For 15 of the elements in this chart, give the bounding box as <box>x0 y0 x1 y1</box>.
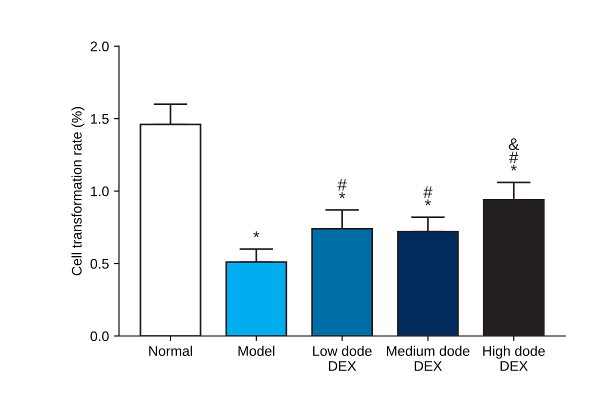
y-tick-label: 2.0 <box>90 42 109 52</box>
y-axis-title: Cell transformation rate (%) <box>71 107 84 276</box>
y-tick-label: 1.0 <box>91 186 109 196</box>
y-tick-label: 0.0 <box>90 331 109 342</box>
x-tick-label: Normal <box>149 346 192 356</box>
data-label: & # * <box>508 138 520 171</box>
data-label: * <box>253 231 260 238</box>
y-tick-label: 1.5 <box>91 114 109 124</box>
x-tick-label: High dode DEX <box>483 346 545 371</box>
data-label: # * <box>338 179 347 198</box>
x-tick-label: Model <box>238 346 274 356</box>
x-tick-label: Low dode DEX <box>313 346 372 371</box>
x-tick-label: Medium dode DEX <box>387 346 470 371</box>
y-tick-label: 0.5 <box>90 258 109 269</box>
data-label: # * <box>423 186 432 206</box>
